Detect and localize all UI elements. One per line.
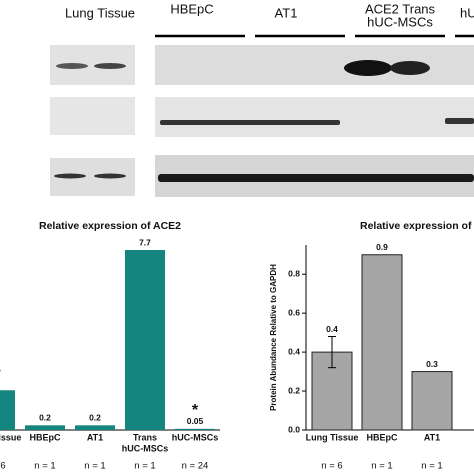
blot-label: AT1 bbox=[275, 5, 298, 20]
n-label: n = 6 bbox=[0, 461, 6, 472]
blot-images bbox=[50, 34, 474, 197]
bar bbox=[361, 254, 403, 431]
y-tick-label: 0.4 bbox=[288, 346, 300, 356]
band bbox=[445, 118, 474, 124]
band bbox=[390, 61, 430, 75]
blot-panel bbox=[50, 97, 135, 135]
y-tick-label: 0.8 bbox=[288, 268, 300, 278]
bar bbox=[411, 371, 453, 431]
blot-panel bbox=[155, 97, 474, 137]
bar bbox=[125, 250, 165, 430]
value-label: 0.3 bbox=[426, 359, 438, 369]
n-label: n = 24 bbox=[182, 461, 209, 472]
n-label: n = 1 bbox=[371, 461, 392, 472]
x-tick-label: Lung Tissue bbox=[306, 432, 359, 442]
band bbox=[160, 120, 340, 125]
n-label: n = 1 bbox=[134, 461, 155, 472]
value-label: 0.9 bbox=[376, 242, 388, 252]
value-label: 1.7 bbox=[0, 368, 1, 378]
x-tick-label: hUC-MSCs bbox=[172, 432, 219, 442]
value-label: 0.2 bbox=[39, 413, 51, 423]
n-label: n = 6 bbox=[321, 461, 342, 472]
chart-title: Relative expression of ACE2 bbox=[360, 220, 474, 232]
band bbox=[56, 63, 88, 69]
blot-label: ACE2 Trans bbox=[365, 1, 436, 16]
n-label: n = 1 bbox=[421, 461, 442, 472]
x-tick-label: hUC-MSCs bbox=[122, 443, 169, 453]
bar bbox=[75, 425, 115, 430]
y-tick-label: 0.2 bbox=[288, 385, 300, 395]
band bbox=[54, 173, 86, 179]
blot-label: HBEpC bbox=[170, 1, 213, 16]
band bbox=[344, 60, 392, 76]
value-label: 0.05 bbox=[187, 416, 204, 426]
band bbox=[94, 63, 126, 69]
chart-title: Relative expression of ACE2 bbox=[39, 220, 181, 232]
value-label: 0.2 bbox=[89, 413, 101, 423]
x-tick-label: AT1 bbox=[424, 432, 440, 442]
y-tick-label: 0.0 bbox=[288, 424, 300, 434]
blot-label: hUC-MSCs bbox=[367, 14, 433, 29]
annotation: * bbox=[192, 402, 199, 419]
x-tick-label: AT1 bbox=[87, 432, 103, 442]
blot-label: hU bbox=[460, 5, 474, 20]
n-label: n = 1 bbox=[84, 461, 105, 472]
error-bar bbox=[328, 336, 336, 369]
n-label: n = 1 bbox=[34, 461, 55, 472]
band bbox=[158, 174, 474, 182]
blot-label: Lung Tissue bbox=[65, 5, 135, 20]
bar bbox=[0, 390, 15, 430]
y-tick-label: 0.6 bbox=[288, 307, 300, 317]
bar bbox=[175, 428, 215, 430]
x-tick-label: Trans bbox=[133, 432, 157, 442]
x-tick-label: HBEpC bbox=[367, 432, 398, 442]
value-label: 0.4 bbox=[326, 324, 338, 334]
y-axis-label: Protein Abundance Relative to GAPDH bbox=[269, 264, 278, 411]
x-tick-label: HBEpC bbox=[30, 432, 61, 442]
band bbox=[94, 173, 126, 179]
x-tick-label: Lung Tissue bbox=[0, 432, 21, 442]
bar bbox=[25, 425, 65, 430]
value-label: 7.7 bbox=[139, 237, 151, 247]
